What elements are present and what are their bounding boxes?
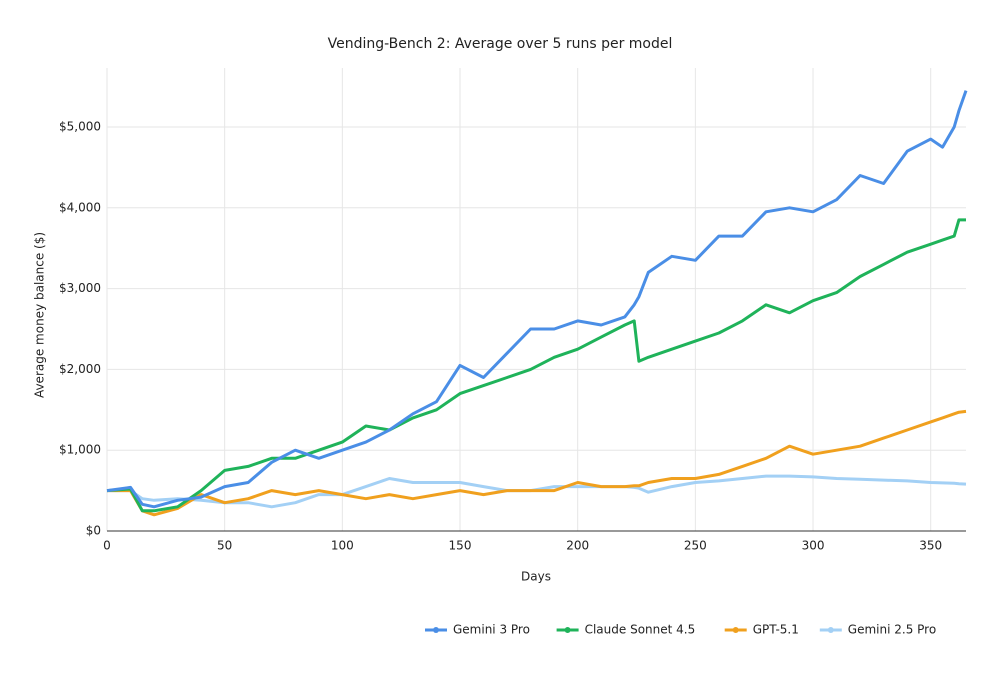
- legend-label: GPT-5.1: [753, 623, 799, 637]
- x-tick-label: 100: [331, 539, 354, 553]
- legend-marker: [564, 627, 571, 633]
- y-tick-label: $0: [86, 524, 101, 538]
- series-line: [107, 409, 967, 517]
- y-tick-label: $1,000: [59, 443, 101, 457]
- legend-marker: [433, 627, 439, 633]
- x-tick-label: 300: [802, 539, 825, 553]
- series-line: [107, 474, 967, 509]
- x-tick-label: 200: [566, 539, 589, 553]
- y-tick-label: $2,000: [59, 362, 101, 376]
- x-tick-label: 50: [217, 539, 232, 553]
- x-tick-label: 150: [449, 539, 472, 553]
- y-tick-label: $3,000: [59, 281, 101, 295]
- series-line: [106, 218, 966, 513]
- legend-marker: [732, 627, 739, 633]
- y-tick-label: $5,000: [59, 119, 101, 133]
- x-axis-label: Days: [521, 570, 551, 584]
- y-axis-label: Average money balance ($): [33, 232, 47, 398]
- x-tick-label: 0: [103, 539, 111, 553]
- legend-marker: [827, 627, 834, 633]
- chart-title: Vending-Bench 2: Average over 5 runs per…: [328, 36, 673, 52]
- y-tick-label: $4,000: [59, 200, 101, 214]
- series-line: [106, 90, 968, 509]
- legend-label: Gemini 3 Pro: [453, 623, 530, 637]
- legend-label: Gemini 2.5 Pro: [848, 623, 936, 637]
- x-tick-label: 350: [919, 539, 942, 553]
- legend-label: Claude Sonnet 4.5: [585, 623, 696, 637]
- x-tick-label: 250: [684, 539, 707, 553]
